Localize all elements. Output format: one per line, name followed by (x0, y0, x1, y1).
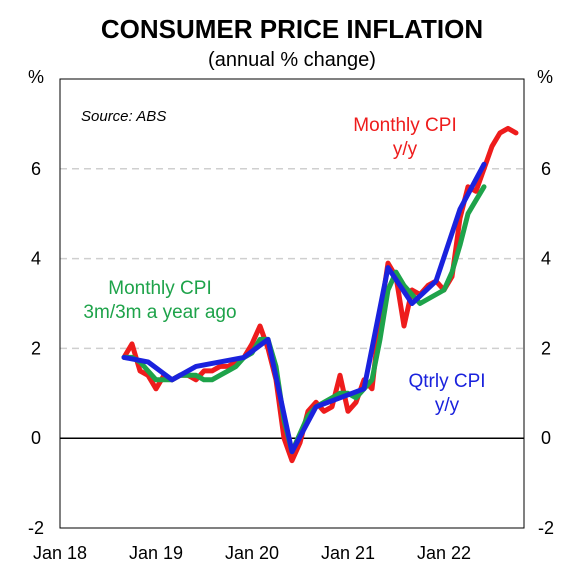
series-label-monthly-3m3m-line1: Monthly CPI (108, 278, 211, 299)
x-tick-4: Jan 22 (417, 543, 471, 563)
series-lines (121, 125, 519, 464)
y-tick-right-2: 2 (541, 338, 551, 358)
y-tick-labels: -2 -2 0 0 2 2 4 4 6 6 (28, 159, 554, 538)
y-tick-left-2: 2 (31, 338, 41, 358)
y-axis-unit-right: % (537, 67, 553, 87)
y-tick-left--2: -2 (28, 518, 44, 538)
series-line-2 (121, 161, 487, 455)
y-axis-unit-left: % (28, 67, 44, 87)
x-tick-1: Jan 19 (129, 543, 183, 563)
x-tick-0: Jan 18 (33, 543, 87, 563)
plot-frame (59, 78, 525, 529)
y-tick-right--2: -2 (538, 518, 554, 538)
y-tick-left-0: 0 (31, 428, 41, 448)
y-tick-right-0: 0 (541, 428, 551, 448)
y-tick-left-4: 4 (31, 249, 41, 269)
chart-title: CONSUMER PRICE INFLATION (101, 14, 483, 44)
x-tick-labels: Jan 18 Jan 19 Jan 20 Jan 21 Jan 22 (33, 543, 471, 563)
chart-subtitle: (annual % change) (208, 49, 376, 71)
x-tick-3: Jan 21 (321, 543, 375, 563)
y-tick-left-6: 6 (31, 159, 41, 179)
series-label-monthly-cpi-yy-line2: y/y (393, 139, 418, 160)
x-tick-2: Jan 20 (225, 543, 279, 563)
series-label-qtrly-cpi-line1: Qtrly CPI (408, 371, 485, 392)
y-tick-right-4: 4 (541, 249, 551, 269)
gridlines (60, 168, 524, 439)
series-label-qtrly-cpi-line2: y/y (435, 395, 460, 416)
series-label-monthly-3m3m-line2: 3m/3m a year ago (83, 302, 236, 323)
source-note: Source: ABS (81, 108, 166, 125)
y-tick-right-6: 6 (541, 159, 551, 179)
series-label-monthly-cpi-yy-line1: Monthly CPI (353, 115, 456, 136)
